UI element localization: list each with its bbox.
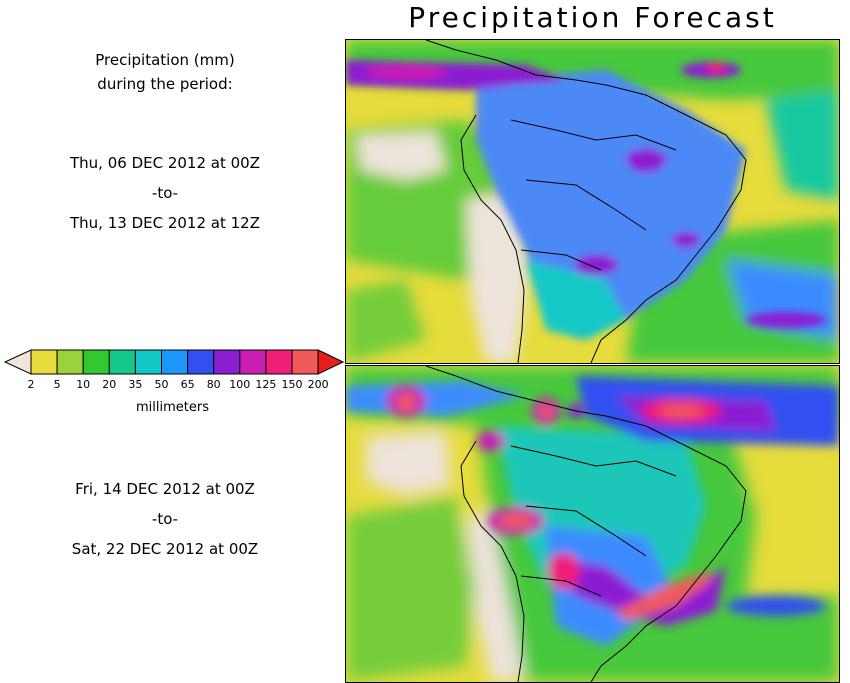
colorbar-box xyxy=(187,349,215,375)
colorbar-tick-label: 5 xyxy=(54,378,61,391)
colorbar-tick-label: 50 xyxy=(155,378,169,391)
colorbar-tick-label: 200 xyxy=(308,378,329,391)
colorbar-legend: 2 5 10 20 35 50 65 80 100 125 150 200 xyxy=(3,349,345,391)
colorbar-boxes xyxy=(3,349,345,375)
colorbar-tick-label: 2 xyxy=(28,378,35,391)
colorbar-tick-label: 100 xyxy=(229,378,250,391)
map1-canvas xyxy=(346,40,839,363)
map-title: Precipitation Forecast xyxy=(408,1,777,34)
colorbar-tick-label: 65 xyxy=(181,378,195,391)
colorbar-ticks: 2 5 10 20 35 50 65 80 100 125 150 200 xyxy=(28,378,329,391)
period1-from: Thu, 06 DEC 2012 at 00Z xyxy=(70,154,260,172)
forecast-map-period2 xyxy=(345,365,840,683)
colorbar-box xyxy=(161,349,189,375)
period1-sep: -to- xyxy=(151,184,179,202)
colorbar-box xyxy=(108,349,136,375)
colorbar-box xyxy=(56,349,84,375)
colorbar-tick-label: 20 xyxy=(102,378,116,391)
colorbar-tick-label: 35 xyxy=(128,378,142,391)
map2-coastlines xyxy=(425,366,747,682)
colorbar-tick-label: 125 xyxy=(255,378,276,391)
heading-line-1: Precipitation (mm) xyxy=(95,51,235,69)
colorbar-box xyxy=(213,349,241,375)
colorbar-arrow-low xyxy=(3,349,32,375)
colorbar-box xyxy=(82,349,110,375)
period2-to: Sat, 22 DEC 2012 at 00Z xyxy=(71,540,259,558)
period-heading: Precipitation (mm) during the period: xyxy=(0,48,330,96)
period2-from: Fri, 14 DEC 2012 at 00Z xyxy=(75,480,255,498)
period1-to: Thu, 13 DEC 2012 at 12Z xyxy=(70,214,260,232)
colorbar-box xyxy=(239,349,267,375)
legend-unit-label: millimeters xyxy=(136,400,209,415)
colorbar-box xyxy=(291,349,319,375)
colorbar-tick-label: 80 xyxy=(207,378,221,391)
period2-sep: -to- xyxy=(151,510,179,528)
map1-coastlines xyxy=(425,40,747,363)
colorbar-box xyxy=(134,349,162,375)
heading-line-2: during the period: xyxy=(97,75,233,93)
colorbar-arrow-high xyxy=(317,349,345,375)
colorbar-tick-label: 150 xyxy=(282,378,303,391)
map2-canvas xyxy=(346,366,839,682)
colorbar-tick-label: 10 xyxy=(76,378,90,391)
forecast-map-period1 xyxy=(345,39,840,364)
colorbar-box xyxy=(30,349,58,375)
colorbar-box xyxy=(265,349,293,375)
